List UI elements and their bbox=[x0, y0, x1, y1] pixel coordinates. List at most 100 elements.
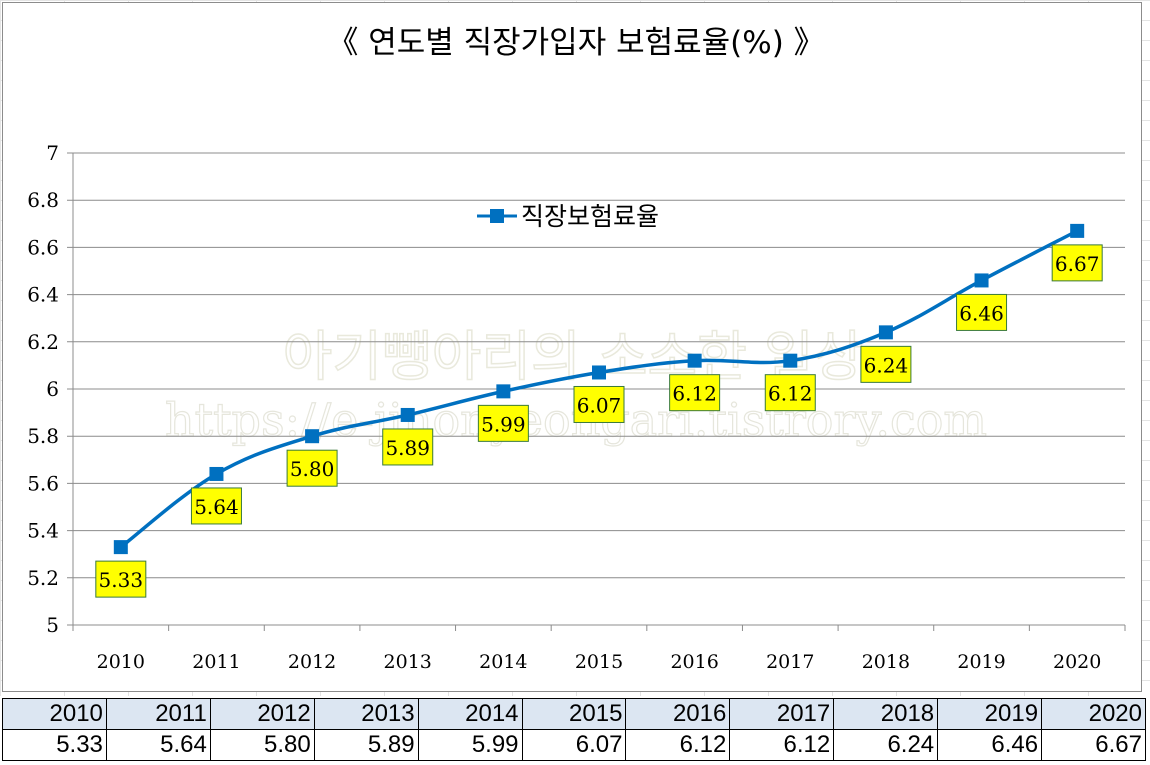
data-label-box bbox=[477, 404, 529, 442]
data-point-marker[interactable] bbox=[113, 540, 128, 555]
data-label-box bbox=[860, 345, 912, 383]
data-point-marker[interactable] bbox=[783, 353, 798, 368]
x-tick-label: 2013 bbox=[384, 651, 432, 673]
data-label-text: 5.80 bbox=[290, 457, 335, 481]
data-point-marker[interactable] bbox=[592, 365, 606, 380]
data-label-text: 5.64 bbox=[194, 495, 239, 519]
x-axis-ticks: 2010 2011 2012 2013 2014 2015 2016 2017 2018 2019… bbox=[97, 651, 1102, 673]
data-point-marker[interactable] bbox=[209, 466, 224, 481]
data-label: 6.12 bbox=[764, 374, 816, 412]
x-tick-label: 2011 bbox=[192, 651, 240, 673]
data-label: 6.07 bbox=[573, 385, 625, 423]
data-label-text: 6.12 bbox=[768, 382, 813, 406]
y-tick-label: 6 bbox=[46, 377, 59, 401]
data-point-marker[interactable] bbox=[305, 429, 320, 444]
table-cell-rate: 6.12 bbox=[729, 729, 835, 761]
y-tick-label: 6.8 bbox=[27, 188, 59, 212]
table-cell-year: 2020 bbox=[1041, 698, 1146, 730]
data-label: 5.89 bbox=[382, 428, 434, 466]
y-axis-ticks: 5 5.2 5.4 5.6 5.8 6 6.2 6.4 6.6 6.8 7 bbox=[27, 141, 59, 637]
table-cell-rate: 6.07 bbox=[521, 729, 627, 761]
data-label: 6.12 bbox=[669, 374, 721, 412]
x-tick-label: 2018 bbox=[862, 651, 910, 673]
gridlines bbox=[67, 152, 1126, 631]
x-tick-label: 2014 bbox=[479, 651, 527, 673]
data-labels: 5.33 5.64 5.80 5.89 5.99 6.07 6.12 6.12 6.24 6.46… bbox=[95, 244, 1103, 598]
y-tick-label: 7 bbox=[46, 141, 59, 165]
data-label-text: 5.99 bbox=[481, 412, 526, 436]
table-cell-year: 2018 bbox=[833, 698, 939, 730]
data-label-box bbox=[573, 385, 625, 423]
y-tick-label: 6.2 bbox=[27, 330, 59, 354]
data-point-marker[interactable] bbox=[496, 384, 511, 399]
data-label-text: 6.67 bbox=[1055, 252, 1100, 276]
y-tick-label: 5 bbox=[46, 613, 59, 637]
table-cell-rate: 5.89 bbox=[313, 729, 419, 761]
table-cell-year: 2011 bbox=[105, 698, 211, 730]
table-cell-year: 2017 bbox=[729, 698, 835, 730]
data-label: 5.33 bbox=[95, 560, 147, 598]
table-cell-rate: 6.24 bbox=[833, 729, 939, 761]
y-tick-label: 5.8 bbox=[27, 424, 59, 448]
table-row-years: 2010 2011 2012 2013 2014 2015 2016 2017 2018 2019… bbox=[2, 698, 1146, 730]
chart-title: 《 연도별 직장가입자 보험료율(%) 》 bbox=[327, 25, 825, 61]
y-tick-label: 6.4 bbox=[27, 283, 59, 307]
y-tick-label: 5.4 bbox=[27, 519, 59, 543]
data-label-box bbox=[95, 560, 147, 598]
data-label-box bbox=[1051, 244, 1103, 282]
data-label: 6.46 bbox=[956, 293, 1008, 331]
data-label: 5.64 bbox=[190, 487, 242, 525]
legend[interactable]: 직장보험료율 bbox=[477, 202, 659, 231]
data-label-box bbox=[669, 374, 721, 412]
table-cell-rate: 5.99 bbox=[417, 729, 523, 761]
x-tick-label: 2017 bbox=[766, 651, 814, 673]
x-tick-label: 2019 bbox=[957, 651, 1005, 673]
data-label-box bbox=[382, 428, 434, 466]
data-label-box bbox=[956, 293, 1008, 331]
data-label-text: 5.89 bbox=[385, 436, 430, 460]
table-cell-year: 2012 bbox=[209, 698, 315, 730]
data-label-text: 5.33 bbox=[99, 568, 144, 592]
table-cell-rate: 6.67 bbox=[1041, 729, 1146, 761]
data-label-text: 6.07 bbox=[577, 393, 622, 417]
table-cell-rate: 5.33 bbox=[2, 729, 107, 761]
data-label-text: 6.46 bbox=[959, 301, 1004, 325]
data-label: 5.80 bbox=[286, 449, 338, 487]
line-chart: 아기뺑아리의 소소한 일상 https://e-jinonyeongari.ti… bbox=[27, 141, 1126, 673]
data-label: 6.67 bbox=[1051, 244, 1103, 282]
table-cell-rate: 6.46 bbox=[937, 729, 1043, 761]
data-label: 6.24 bbox=[860, 345, 912, 383]
x-tick-label: 2012 bbox=[288, 651, 336, 673]
data-label: 5.99 bbox=[477, 404, 529, 442]
legend-marker-icon bbox=[490, 209, 504, 223]
y-tick-label: 5.6 bbox=[27, 471, 59, 495]
data-point-marker[interactable] bbox=[974, 273, 989, 288]
data-label-box bbox=[190, 487, 242, 525]
data-label-text: 6.12 bbox=[672, 382, 717, 406]
table-cell-year: 2014 bbox=[417, 698, 523, 730]
data-point-marker[interactable] bbox=[1070, 223, 1085, 238]
chart-container[interactable]: 《 연도별 직장가입자 보험료율(%) 》 아기뺑아리의 소소한 일상 http… bbox=[2, 2, 1142, 692]
data-label-box bbox=[764, 374, 816, 412]
table-row-rates: 5.33 5.64 5.80 5.89 5.99 6.07 6.12 6.12 6.24 6.46… bbox=[2, 729, 1146, 761]
data-point-marker[interactable] bbox=[878, 325, 893, 340]
data-point-marker[interactable] bbox=[400, 407, 415, 422]
table-cell-year: 2013 bbox=[313, 698, 419, 730]
table-cell-rate: 6.12 bbox=[625, 729, 731, 761]
y-tick-label: 5.2 bbox=[27, 566, 59, 590]
table-cell-year: 2016 bbox=[625, 698, 731, 730]
x-tick-label: 2016 bbox=[670, 651, 718, 673]
data-table: 2010 2011 2012 2013 2014 2015 2016 2017 2018 2019… bbox=[2, 698, 1146, 761]
legend-label: 직장보험료율 bbox=[521, 202, 659, 231]
series-line bbox=[113, 223, 1085, 555]
x-tick-label: 2020 bbox=[1053, 651, 1101, 673]
x-tick-label: 2010 bbox=[97, 651, 145, 673]
table-cell-rate: 5.80 bbox=[209, 729, 315, 761]
data-point-marker[interactable] bbox=[687, 353, 702, 368]
y-tick-label: 6.6 bbox=[27, 235, 59, 259]
table-cell-rate: 5.64 bbox=[105, 729, 211, 761]
table-cell-year: 2019 bbox=[937, 698, 1043, 730]
table-cell-year: 2015 bbox=[521, 698, 627, 730]
x-tick-label: 2015 bbox=[575, 651, 623, 673]
table-cell-year: 2010 bbox=[2, 698, 107, 730]
